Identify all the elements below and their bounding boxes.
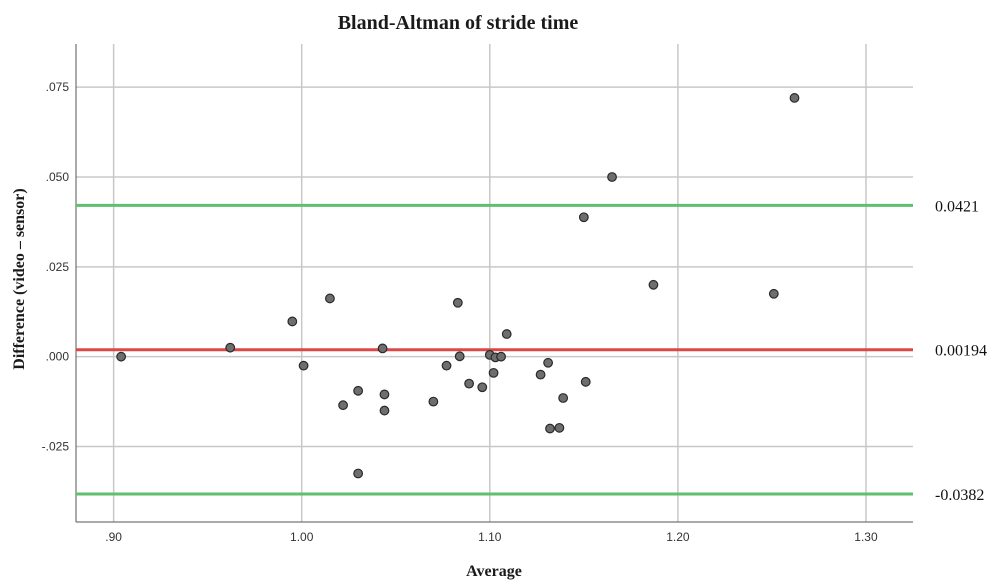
data-point — [554, 422, 565, 433]
data-point — [501, 329, 512, 339]
data-point — [543, 357, 554, 368]
reference-line-label: -0.0382 — [935, 487, 984, 504]
data-point — [353, 385, 364, 396]
data-point — [441, 360, 452, 371]
data-point — [464, 378, 475, 389]
x-tick-label: 1.30 — [854, 530, 878, 544]
data-point — [488, 367, 499, 378]
data-point — [377, 343, 388, 354]
data-point — [607, 172, 617, 182]
data-point — [545, 423, 555, 434]
x-axis-title: Average — [466, 563, 522, 580]
reference-line-label: 0.0421 — [935, 198, 979, 215]
data-point — [452, 297, 463, 308]
reference-lines: 0.0421 0.00194 -0.0382 — [76, 198, 987, 504]
data-point — [454, 351, 465, 362]
y-tick-label: -.025 — [42, 440, 70, 454]
data-point — [768, 288, 779, 299]
data-point — [116, 351, 127, 362]
data-points — [116, 93, 800, 479]
data-point — [535, 369, 546, 380]
y-tick-labels: -.025 .000 .025 .050 .075 — [42, 80, 70, 453]
y-tick-label: .050 — [46, 170, 70, 184]
data-point — [789, 93, 800, 103]
data-point — [298, 360, 309, 371]
x-tick-labels: .90 1.00 1.10 1.20 1.30 — [105, 530, 878, 544]
data-point — [648, 279, 659, 290]
data-point — [353, 468, 364, 479]
y-tick-label: .000 — [46, 350, 70, 364]
data-point — [287, 316, 298, 327]
data-point — [379, 389, 390, 400]
data-point — [496, 351, 506, 362]
data-point — [558, 393, 569, 403]
reference-line-label: 0.00194 — [935, 343, 987, 360]
data-point — [578, 212, 589, 223]
x-tick-label: 1.10 — [478, 530, 502, 544]
grid — [76, 44, 913, 522]
x-tick-label: 1.00 — [290, 530, 314, 544]
y-axis-title: Difference (video – sensor) — [11, 188, 28, 369]
data-point — [379, 405, 390, 416]
data-point — [477, 382, 488, 393]
data-point — [428, 396, 439, 407]
y-tick-label: .075 — [46, 80, 70, 94]
y-tick-label: .025 — [46, 260, 70, 274]
data-point — [325, 293, 335, 304]
data-point — [338, 400, 348, 411]
chart-title: Bland-Altman of stride time — [338, 12, 579, 34]
axes — [75, 44, 913, 523]
data-point — [580, 376, 591, 387]
x-tick-label: 1.20 — [666, 530, 690, 544]
data-point — [225, 342, 236, 353]
x-tick-label: .90 — [105, 530, 122, 544]
